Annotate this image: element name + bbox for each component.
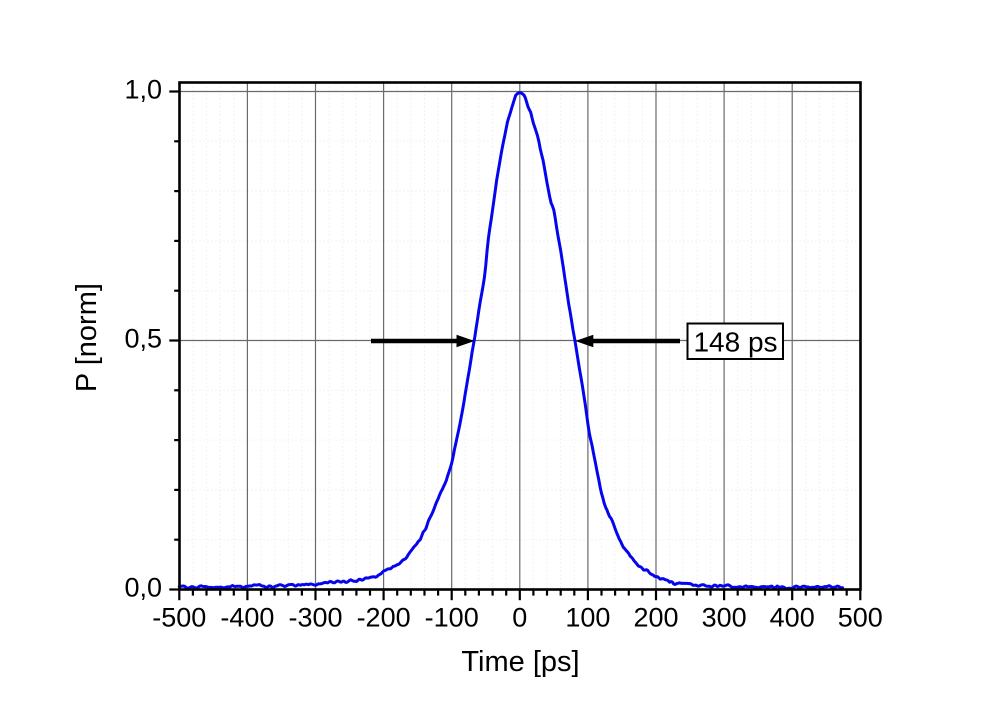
svg-text:P [norm]: P [norm]: [71, 283, 103, 392]
svg-text:-100: -100: [425, 603, 479, 633]
svg-text:-200: -200: [357, 603, 411, 633]
svg-text:-500: -500: [152, 603, 206, 633]
svg-text:Time [ps]: Time [ps]: [461, 646, 579, 678]
svg-text:-300: -300: [288, 603, 342, 633]
svg-text:0,0: 0,0: [124, 573, 162, 603]
svg-text:500: 500: [838, 603, 883, 633]
svg-text:400: 400: [770, 603, 815, 633]
svg-text:0: 0: [512, 603, 527, 633]
svg-text:1,0: 1,0: [124, 75, 162, 105]
svg-text:0,5: 0,5: [124, 324, 162, 354]
svg-text:100: 100: [565, 603, 610, 633]
svg-text:200: 200: [633, 603, 678, 633]
svg-text:148 ps: 148 ps: [693, 326, 777, 357]
svg-text:300: 300: [702, 603, 747, 633]
svg-text:-400: -400: [220, 603, 274, 633]
